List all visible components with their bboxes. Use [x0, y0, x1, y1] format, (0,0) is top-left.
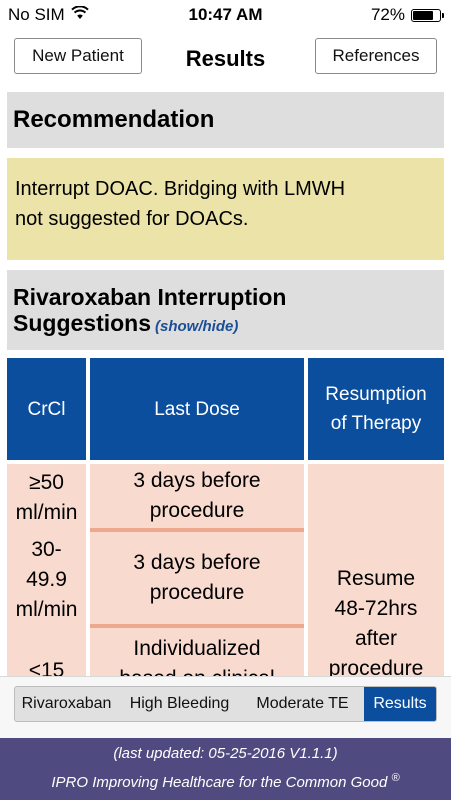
carrier-group: No SIM [8, 5, 89, 25]
wifi-icon [70, 5, 89, 25]
clock: 10:47 AM [188, 5, 263, 24]
row2-dose-line2: procedure [149, 581, 245, 604]
row2-dose-line1: 3 days before [133, 551, 261, 574]
status-bar: No SIM 10:47 AM 72% [0, 0, 451, 30]
resumption-line2: 48-72hrs [334, 597, 418, 620]
row3-crcl: <15 [7, 628, 86, 676]
references-button[interactable]: References [315, 38, 437, 74]
resumption-line3: after [354, 627, 398, 650]
row-divider [90, 624, 304, 628]
row-divider [90, 528, 304, 532]
recommendation-header: Recommendation [7, 92, 444, 148]
suggestions-header: Rivaroxaban Interruption Suggestions (sho… [7, 270, 444, 350]
row3-crcl-line1: <15 [28, 659, 65, 676]
row1-crcl: ≥50 ml/min [7, 464, 86, 532]
header-resumption-line2: of Therapy [330, 413, 422, 434]
row3-last-dose: Individualized based on clinical [90, 628, 304, 676]
page-title: Results [185, 46, 266, 71]
battery-percent: 72% [370, 5, 405, 24]
segmented-control: Rivaroxaban High Bleeding Moderate TE Re… [14, 686, 437, 722]
row3-dose-line1: Individualized [133, 637, 261, 660]
row2-crcl-line3: ml/min [15, 598, 78, 621]
recommendation-box: Interrupt DOAC. Bridging with LMWH not s… [7, 158, 444, 260]
header-last-dose: Last Dose [90, 358, 304, 460]
recommendation-title: Recommendation [13, 106, 215, 133]
battery-level-fill [413, 10, 434, 20]
row1-crcl-line1: ≥50 [29, 471, 64, 494]
resumption-cell: Resume 48-72hrs after procedure [308, 464, 444, 676]
row1-last-dose: 3 days before procedure [90, 464, 304, 528]
header-last-dose-label: Last Dose [154, 398, 240, 420]
header-crcl-label: CrCl [27, 398, 66, 420]
row1-dose-line1: 3 days before [133, 469, 261, 492]
last-updated-text: (last updated: 05-25-2016 V1.1.1) [113, 745, 338, 762]
show-hide-link[interactable]: (show/hide) [155, 318, 239, 335]
tab-results[interactable]: Results [364, 687, 436, 721]
carrier-label: No SIM [8, 5, 65, 24]
recommendation-text-line2: not suggested for DOACs. [15, 208, 249, 230]
row3-dose-line2: based on clinical [119, 664, 274, 676]
header-crcl: CrCl [7, 358, 86, 460]
resumption-line4: procedure [328, 657, 424, 676]
row1-crcl-line2: ml/min [15, 501, 78, 524]
row1-dose-line2: procedure [149, 499, 245, 522]
row2-last-dose: 3 days before procedure [90, 532, 304, 624]
footer: (last updated: 05-25-2016 V1.1.1) IPRO I… [0, 738, 451, 800]
row2-crcl-line1: 30- [31, 538, 62, 561]
tab-bar: Rivaroxaban High Bleeding Moderate TE Re… [0, 676, 451, 739]
recommendation-text-line1: Interrupt DOAC. Bridging with LMWH [15, 178, 346, 200]
results-content[interactable]: Recommendation Interrupt DOAC. Bridging … [7, 92, 444, 676]
navigation-bar: New Patient Results References [0, 30, 451, 88]
tab-high-bleeding[interactable]: High Bleeding [129, 695, 230, 712]
interruption-table: CrCl Last Dose Resumption of Therapy ≥50… [7, 358, 444, 676]
registered-mark: ® [391, 772, 400, 784]
suggestions-title-line2: Suggestions [13, 310, 152, 336]
row2-crcl-line2: 49.9 [26, 568, 67, 591]
battery-group: 72% [370, 5, 444, 25]
org-tagline: IPRO Improving Healthcare for the Common… [0, 772, 451, 791]
row2-crcl: 30- 49.9 ml/min [7, 532, 86, 628]
header-resumption: Resumption of Therapy [308, 358, 444, 460]
tab-rivaroxaban[interactable]: Rivaroxaban [21, 695, 112, 712]
suggestions-title-line1: Rivaroxaban Interruption [13, 284, 287, 310]
org-tagline-text: IPRO Improving Healthcare for the Common… [51, 774, 388, 791]
new-patient-button[interactable]: New Patient [14, 38, 142, 74]
battery-icon [411, 8, 444, 22]
resumption-line1: Resume [336, 567, 416, 590]
header-resumption-line1: Resumption [325, 384, 427, 405]
tab-moderate-te[interactable]: Moderate TE [256, 695, 349, 712]
